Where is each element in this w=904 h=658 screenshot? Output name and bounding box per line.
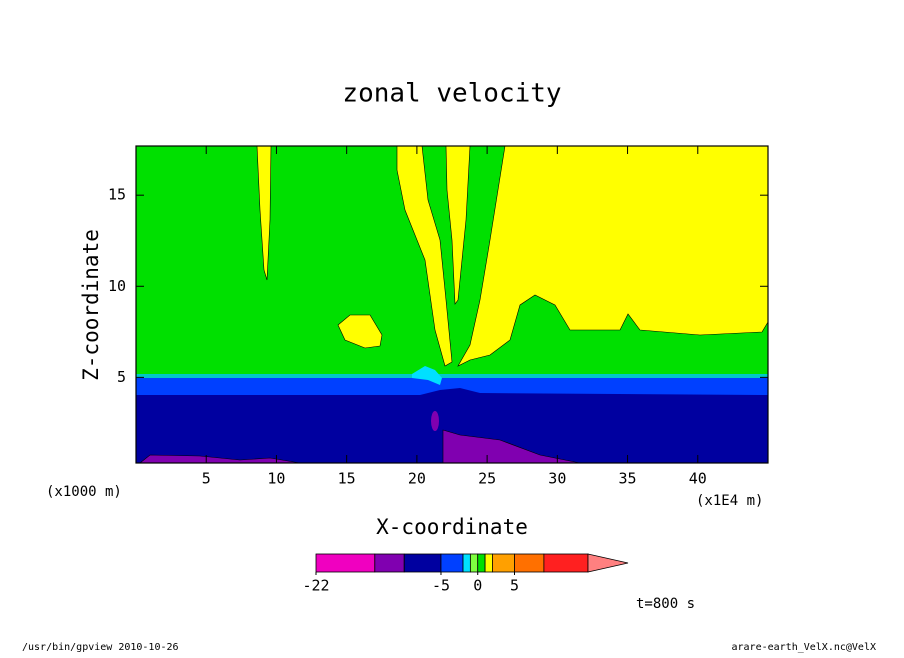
contour-region [396, 145, 453, 367]
contour-region [136, 374, 768, 378]
contour-region [445, 145, 471, 305]
contour-region [337, 314, 383, 349]
x-axis-label: X-coordinate [376, 515, 528, 539]
contour-region [136, 378, 768, 395]
x-unit-label: (x1E4 m) [696, 493, 763, 509]
chart-title: zonal velocity [342, 79, 561, 109]
colorbar-box [477, 553, 486, 573]
x-tick-label: 40 [689, 470, 707, 488]
colorbar-box [484, 553, 493, 573]
colorbar-box [374, 553, 405, 573]
x-tick-label: 35 [619, 470, 637, 488]
y-tick-label: 5 [117, 368, 126, 386]
contour-region [412, 366, 442, 385]
x-tick-label: 20 [408, 470, 426, 488]
x-tick-label: 25 [478, 470, 496, 488]
contour-region [136, 388, 768, 463]
x-unit-label: (x1000 m) [46, 484, 122, 500]
colorbar-box [514, 553, 545, 573]
contour-field [136, 145, 769, 464]
plot-frame [135, 145, 769, 464]
footer: arare-earth_VelX.nc@VelX [732, 642, 877, 653]
colorbar-box [543, 553, 589, 573]
footer: /usr/bin/gpview 2010-10-26 [22, 642, 179, 653]
colorbar-tick-label: -22 [302, 577, 329, 595]
colorbar-box [469, 553, 479, 573]
colorbar-box [462, 553, 471, 573]
colorbar-box [440, 553, 464, 573]
colorbar-tick-label: 5 [510, 577, 519, 595]
y-tick-label: 15 [108, 186, 126, 204]
contour-region [431, 411, 439, 431]
x-tick-label: 15 [338, 470, 356, 488]
x-tick-label: 5 [202, 470, 211, 488]
colorbar-box [315, 553, 376, 573]
x-tick-label: 30 [548, 470, 566, 488]
y-axis-label: Z-coordinate [79, 229, 103, 381]
contour-region [457, 145, 769, 367]
colorbar-tick-label: -5 [432, 577, 450, 595]
x-tick-label: 10 [267, 470, 285, 488]
colorbar-extend [587, 553, 629, 573]
colorbar-box [492, 553, 515, 573]
colorbar-tick-label: 0 [473, 577, 482, 595]
colorbar-box [403, 553, 442, 573]
annotation: t=800 s [636, 596, 695, 612]
y-tick-label: 10 [108, 277, 126, 295]
